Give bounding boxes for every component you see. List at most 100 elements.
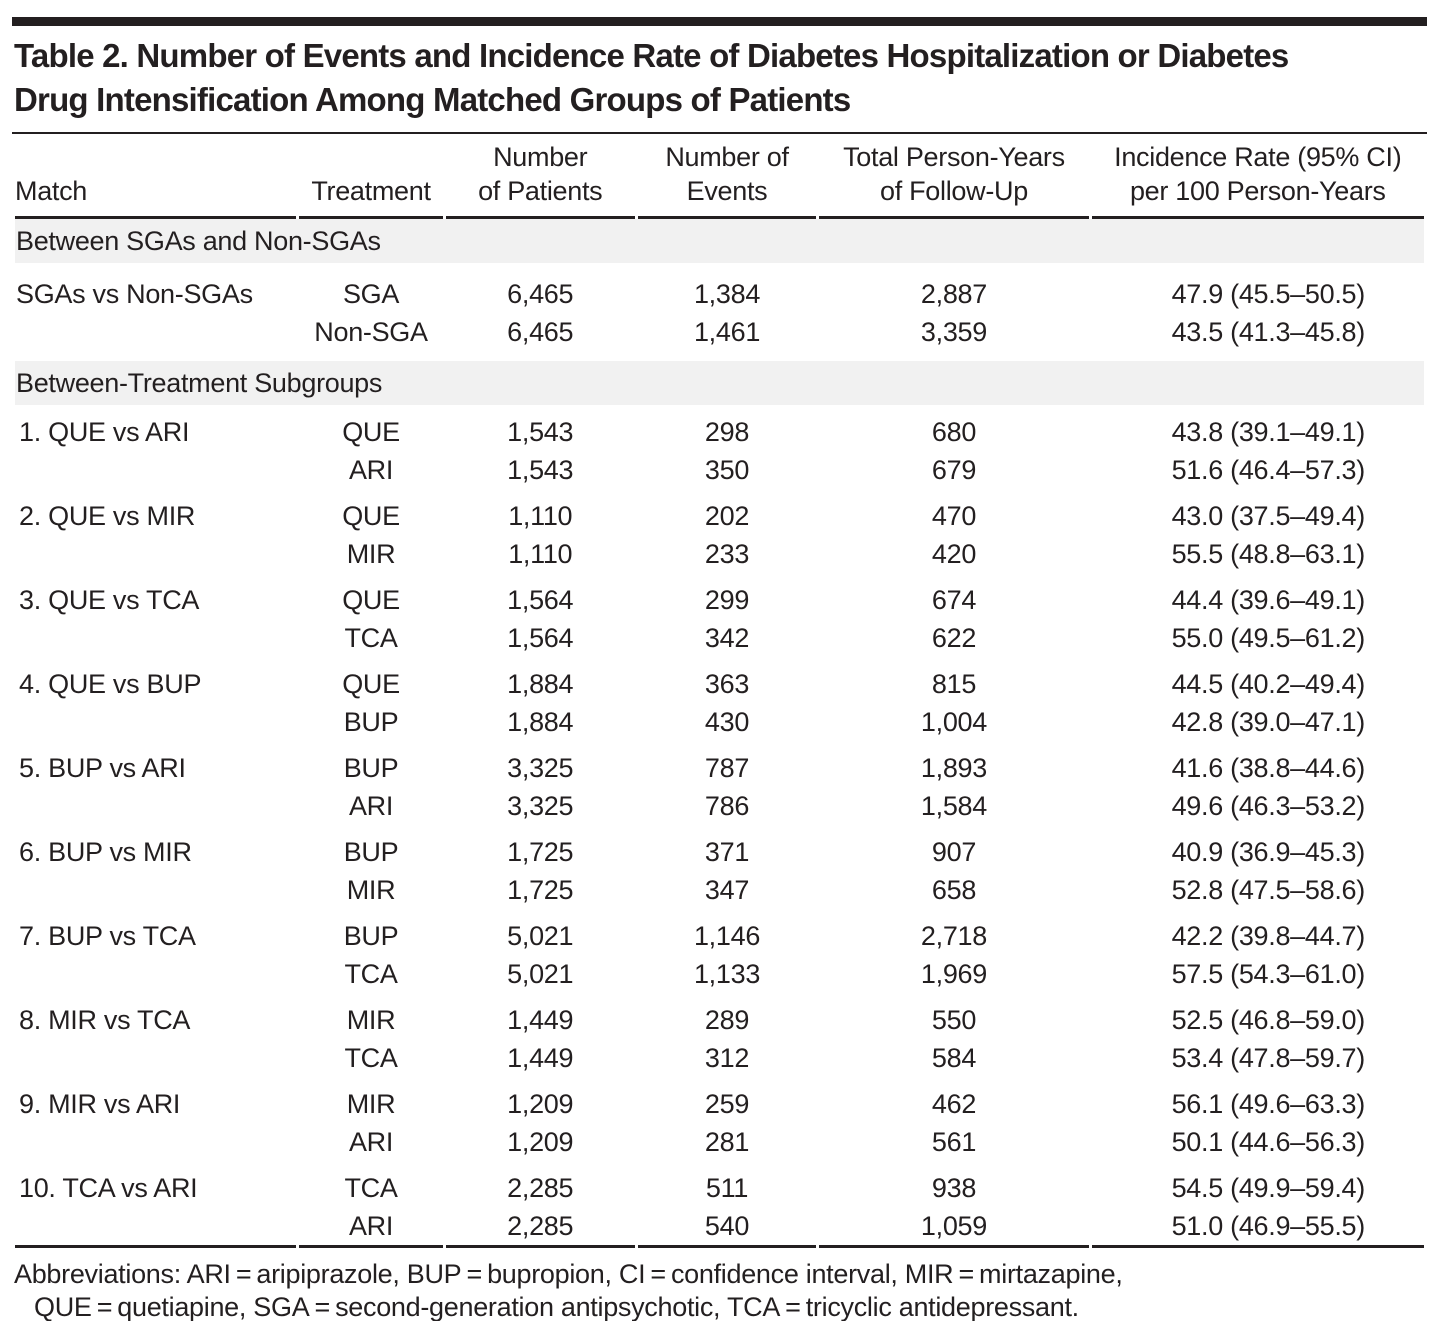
incidence-rate-cell: 55.5 (48.8–63.1) [1171, 539, 1366, 569]
person-years-cell: 680 [931, 417, 977, 447]
treatment-cell: TCA [344, 959, 398, 989]
column-header-incidence-rate: Incidence Rate (95% CI) per 100 Person-Y… [1091, 134, 1424, 219]
table-row: 10. TCA vs ARI TCA 2,285 511 938 54.5 (49.9–5… [15, 1161, 1424, 1207]
incidence-rate-cell: 43.8 (39.1–49.1) [1171, 417, 1366, 447]
match-cell: 8. MIR vs TCA [19, 1005, 191, 1035]
person-years-cell: 2,887 [920, 279, 987, 309]
match-cell [15, 1123, 296, 1161]
person-years-cell: 907 [931, 837, 977, 867]
treatment-cell: BUP [343, 837, 399, 867]
match-cell [15, 787, 296, 825]
incidence-rate-cell: 53.4 (47.8–59.7) [1171, 1043, 1366, 1073]
match-cell: 2. QUE vs MIR [19, 501, 196, 531]
patients-cell: 5,021 [507, 959, 574, 989]
section-header: Between-Treatment Subgroups [15, 361, 1424, 405]
column-header-line2: of Patients [478, 176, 603, 206]
table-row: 1. QUE vs ARI QUE 1,543 298 680 43.8 (39.1–49… [15, 405, 1424, 451]
column-header-line2: Events [686, 176, 768, 206]
person-years-cell: 1,893 [920, 753, 987, 783]
table-row: 7. BUP vs TCA BUP 5,021 1,146 2,718 42.2 (39.… [15, 909, 1424, 955]
patients-cell: 2,285 [445, 1207, 635, 1248]
events-cell: 202 [704, 501, 750, 531]
table-row: SGAs vs Non-SGAs SGA 6,465 1,384 2,887 47.9 (… [15, 263, 1424, 313]
patients-cell: 1,564 [507, 623, 574, 653]
person-years-cell: 815 [931, 669, 977, 699]
events-cell: 347 [704, 875, 750, 905]
treatment-cell: ARI [299, 1207, 443, 1248]
treatment-cell: MIR [346, 539, 396, 569]
table-row: 8. MIR vs TCA MIR 1,449 289 550 52.5 (46.8–59… [15, 993, 1424, 1039]
table-title-line1: Table 2. Number of Events and Incidence … [14, 37, 1289, 74]
patients-cell: 1,110 [508, 539, 573, 569]
table-row: ARI 1,543 350 679 51.6 (46.4–57.3) [15, 451, 1424, 489]
patients-cell: 1,884 [507, 669, 574, 699]
match-cell: 1. QUE vs ARI [19, 417, 190, 447]
column-header-line1: Incidence Rate (95% CI) [1114, 142, 1402, 172]
incidence-rate-cell: 47.9 (45.5–50.5) [1171, 279, 1366, 309]
title-divider-rule [12, 132, 1427, 134]
match-cell [15, 1039, 296, 1077]
incidence-rate-cell: 52.8 (47.5–58.6) [1171, 875, 1366, 905]
abbreviations-footnote: Abbreviations: ARI = aripiprazole, BUP =… [14, 1258, 1427, 1321]
events-cell: 511 [705, 1173, 749, 1203]
person-years-cell: 1,004 [920, 707, 987, 737]
column-header-match: Match [15, 134, 297, 219]
match-cell: 4. QUE vs BUP [19, 669, 202, 699]
incidence-rate-cell: 43.5 (41.3–45.8) [1171, 317, 1366, 347]
incidence-rate-cell: 56.1 (49.6–63.3) [1171, 1089, 1366, 1119]
patients-cell: 1,449 [507, 1005, 574, 1035]
person-years-cell: 3,359 [920, 317, 987, 347]
person-years-cell: 584 [931, 1043, 977, 1073]
treatment-cell: TCA [344, 1173, 398, 1203]
table-row: ARI 1,209 281 561 50.1 (44.6–56.3) [15, 1123, 1424, 1161]
section-header-row: Between SGAs and Non-SGAs [15, 219, 1424, 263]
column-header-person-years: Total Person-Years of Follow-Up [819, 134, 1089, 219]
person-years-cell: 2,718 [920, 921, 987, 951]
column-header-events: Number of Events [637, 134, 817, 219]
match-cell [15, 1207, 297, 1248]
incidence-rate-cell: 44.5 (40.2–49.4) [1171, 669, 1366, 699]
person-years-cell: 561 [931, 1127, 977, 1157]
treatment-cell: ARI [348, 1127, 394, 1157]
table-row: ARI 2,285 540 1,059 51.0 (46.9–55.5) [15, 1207, 1424, 1248]
table-row: MIR 1,725 347 658 52.8 (47.5–58.6) [15, 871, 1424, 909]
patients-cell: 6,465 [507, 279, 574, 309]
table-top-rule [12, 17, 1427, 26]
patients-cell: 3,325 [507, 791, 574, 821]
events-cell: 363 [704, 669, 750, 699]
table-row: 3. QUE vs TCA QUE 1,564 299 674 44.4 (39.6–49… [15, 573, 1424, 619]
patients-cell: 1,725 [507, 875, 574, 905]
table-row: 5. BUP vs ARI BUP 3,325 787 1,893 41.6 (38.8–… [15, 741, 1424, 787]
match-cell [15, 451, 296, 489]
match-cell [15, 619, 296, 657]
incidence-rate-cell: 52.5 (46.8–59.0) [1171, 1005, 1366, 1035]
person-years-cell: 679 [931, 455, 977, 485]
treatment-cell: Non-SGA [314, 317, 428, 347]
section-header: Between SGAs and Non-SGAs [15, 219, 1424, 263]
match-cell: 3. QUE vs TCA [19, 585, 200, 615]
treatment-cell: TCA [344, 623, 398, 653]
table-row: BUP 1,884 430 1,004 42.8 (39.0–47.1) [15, 703, 1424, 741]
treatment-cell: QUE [342, 417, 400, 447]
incidence-rate-cell: 42.2 (39.8–44.7) [1171, 921, 1366, 951]
incidence-rate-cell: 49.6 (46.3–53.2) [1171, 791, 1366, 821]
match-cell: 5. BUP vs ARI [19, 753, 186, 783]
treatment-cell: MIR [346, 875, 396, 905]
column-header-treatment: Treatment [299, 134, 443, 219]
events-cell: 540 [637, 1207, 817, 1248]
patients-cell: 1,110 [508, 501, 573, 531]
footnote-line1: Abbreviations: ARI = aripiprazole, BUP =… [14, 1259, 1123, 1289]
treatment-cell: QUE [342, 501, 400, 531]
person-years-cell: 420 [931, 539, 977, 569]
events-cell: 371 [704, 837, 750, 867]
match-cell [15, 871, 296, 909]
column-header-row: Match Treatment Number of Patients Numbe… [15, 134, 1424, 219]
patients-cell: 1,884 [507, 707, 574, 737]
column-header-line2: of Follow-Up [879, 176, 1028, 206]
column-header-line2: Treatment [311, 176, 431, 206]
events-cell: 350 [704, 455, 750, 485]
events-cell: 1,461 [693, 317, 761, 347]
table-body: Between SGAs and Non-SGAs SGAs vs Non-SGA… [15, 219, 1424, 1248]
table-row: 4. QUE vs BUP QUE 1,884 363 815 44.5 (40.2–49… [15, 657, 1424, 703]
treatment-cell: QUE [342, 669, 400, 699]
